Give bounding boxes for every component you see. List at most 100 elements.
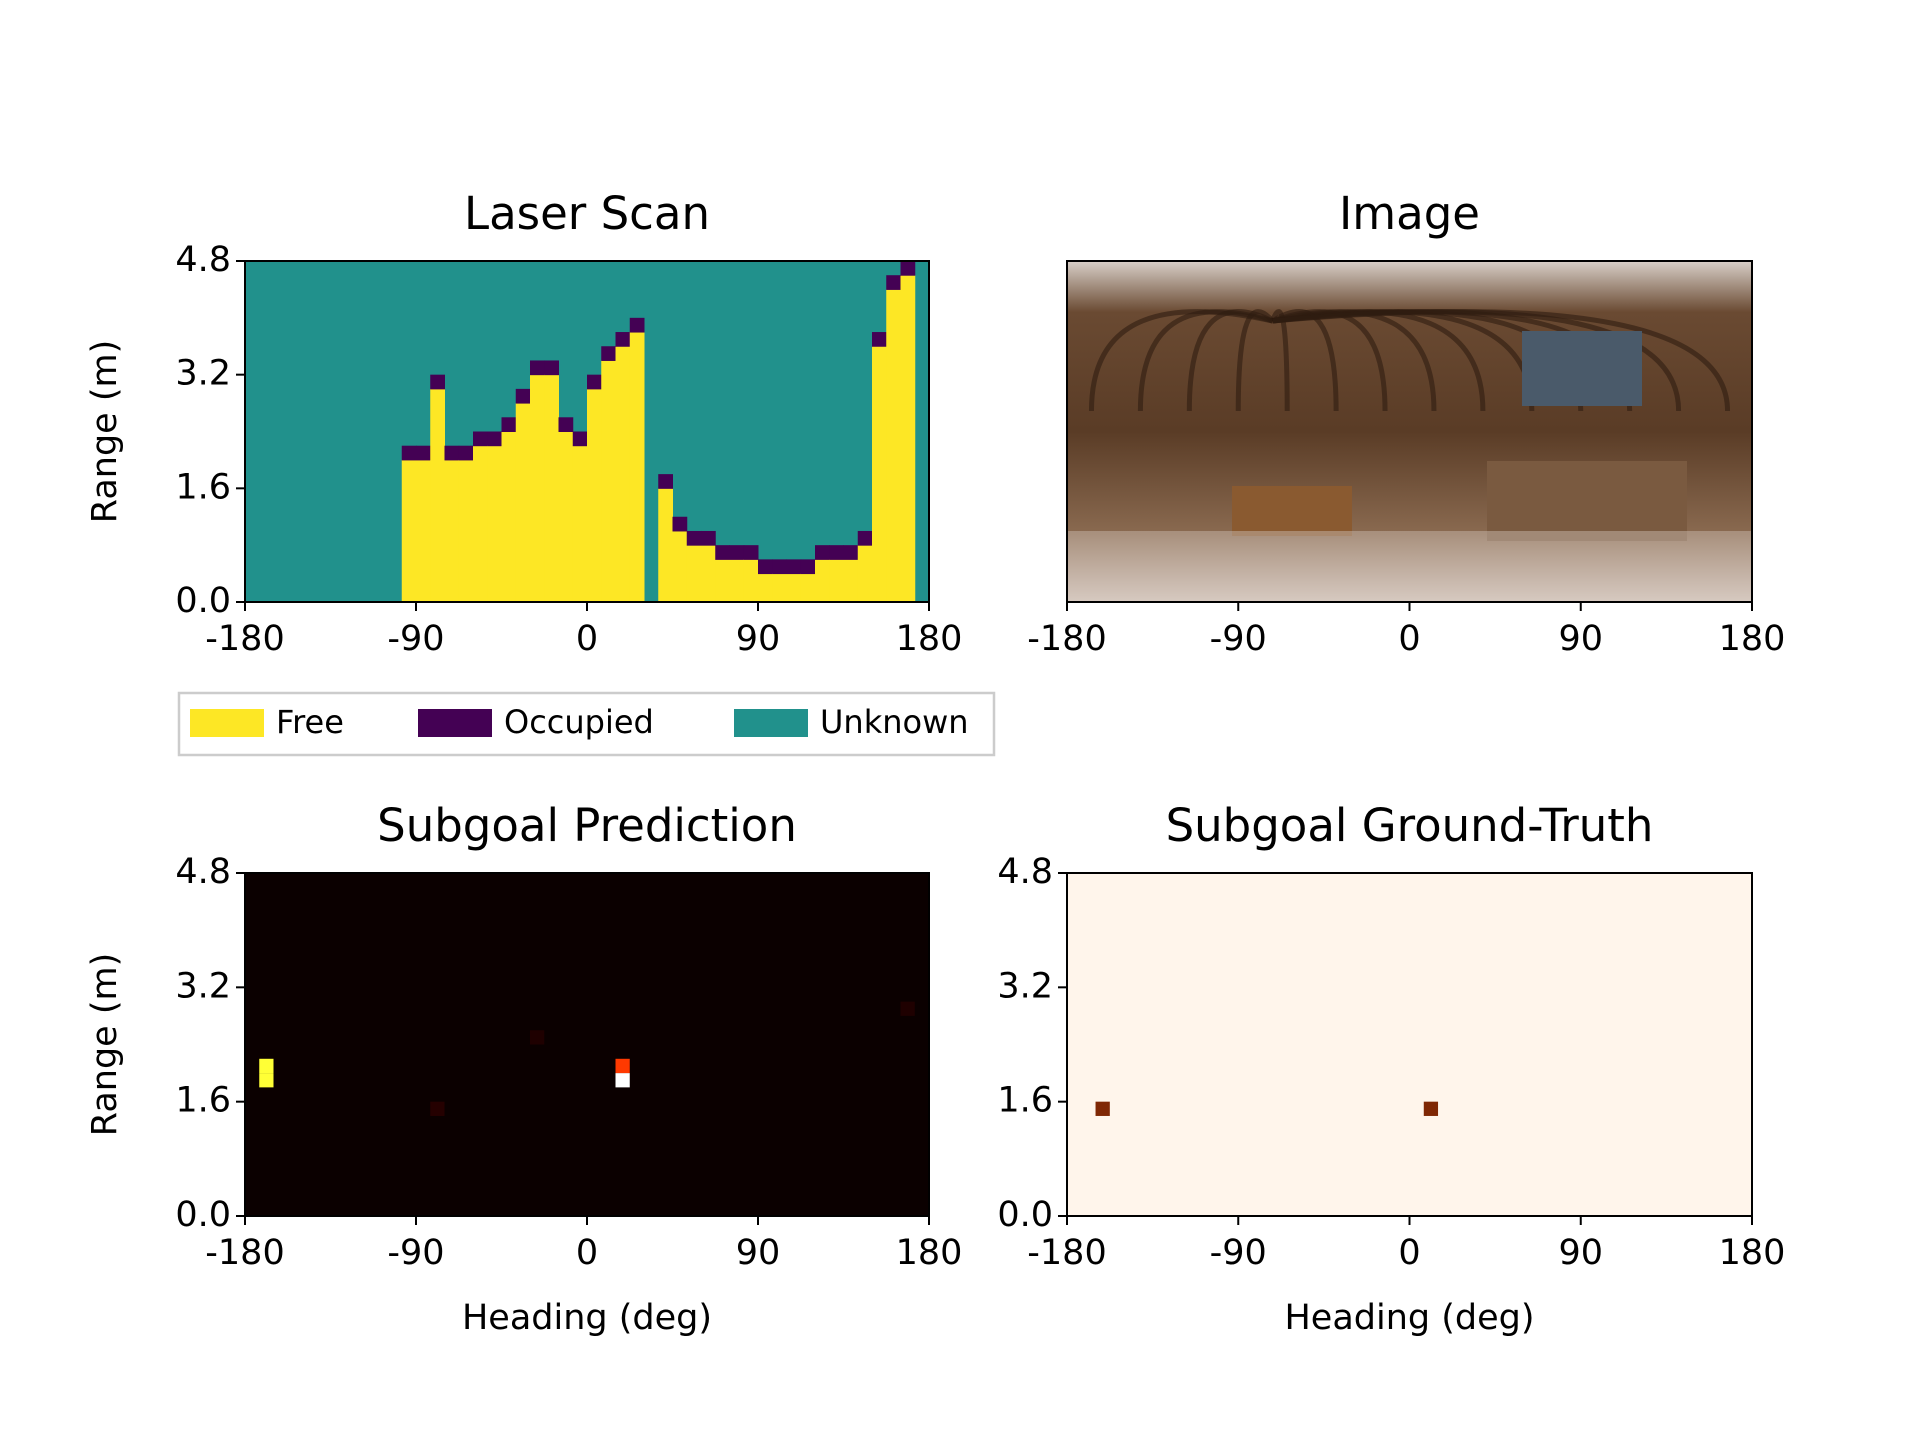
- occupied-cell: [843, 545, 859, 560]
- x-tick-label: 180: [896, 619, 963, 659]
- free-cells: [487, 445, 502, 602]
- occupied-cell: [416, 445, 431, 461]
- x-tick-label: -180: [1027, 619, 1106, 659]
- occupied-cell: [772, 559, 787, 575]
- x-tick-label: 180: [1719, 1233, 1786, 1273]
- free-cells: [843, 559, 859, 602]
- heatmap-cell: [615, 1073, 630, 1088]
- x-tick-label: -90: [387, 1233, 444, 1273]
- free-cells: [658, 488, 673, 602]
- x-tick-label: 0: [576, 619, 598, 659]
- x-tick-label: -180: [1027, 1233, 1106, 1273]
- x-tick-label: 180: [1719, 619, 1786, 659]
- y-tick-label: 4.8: [997, 852, 1053, 892]
- heatmap-cell: [1423, 1101, 1439, 1116]
- free-cells: [686, 545, 702, 602]
- free-cells: [458, 459, 474, 602]
- heatmap-cell: [615, 1058, 630, 1074]
- occupied-cell: [458, 445, 474, 461]
- occupied-cell: [829, 545, 844, 560]
- occupied-cell: [886, 275, 901, 290]
- free-cells: [530, 374, 545, 602]
- legend-label: Unknown: [820, 703, 969, 741]
- y-tick-label: 3.2: [175, 354, 231, 394]
- occupied-cell: [686, 530, 702, 546]
- occupied-cell: [401, 445, 417, 461]
- y-tick-label: 1.6: [175, 1081, 231, 1121]
- x-tick-label: -180: [205, 1233, 284, 1273]
- heatmap-background: [245, 873, 929, 1216]
- panorama-counter: [1487, 461, 1687, 541]
- free-cells: [886, 289, 901, 602]
- free-cells: [501, 431, 517, 602]
- panel-title: Subgoal Ground-Truth: [1166, 799, 1654, 852]
- occupied-cell: [729, 545, 745, 560]
- free-cells: [615, 346, 631, 602]
- free-cells: [572, 445, 588, 602]
- occupied-cell: [572, 431, 588, 447]
- heatmap-cell: [530, 1030, 545, 1045]
- x-tick-label: -90: [1210, 619, 1267, 659]
- free-cells: [444, 459, 460, 602]
- x-axis-label: Heading (deg): [1284, 1298, 1534, 1338]
- occupied-cell: [658, 474, 673, 489]
- panel: -180 -90 0 90 180 0.0 1.6 3.2 4.8 Laser Scan Range…: [85, 187, 962, 659]
- legend-swatch: [418, 709, 492, 737]
- occupied-cell: [544, 360, 559, 376]
- panel-title: Subgoal Prediction: [377, 799, 797, 852]
- panorama-beam: [1270, 309, 1290, 412]
- y-tick-label: 0.0: [175, 1195, 231, 1235]
- free-cells: [672, 530, 688, 602]
- x-tick-label: 90: [1558, 1233, 1603, 1273]
- occupied-cell: [430, 374, 445, 390]
- free-cells: [786, 573, 802, 602]
- y-tick-label: 0.0: [175, 581, 231, 621]
- panorama-beam: [1235, 309, 1275, 412]
- heatmap-cell: [259, 1058, 274, 1074]
- occupied-cell: [515, 388, 531, 404]
- x-tick-label: 90: [736, 619, 781, 659]
- legend-swatch: [190, 709, 264, 737]
- occupied-cell: [473, 431, 488, 447]
- occupied-cell: [800, 559, 816, 575]
- free-cells: [587, 388, 602, 602]
- occupied-cell: [601, 346, 616, 361]
- panel-title: Laser Scan: [464, 187, 710, 240]
- occupied-cell: [615, 332, 631, 347]
- y-tick-label: 3.2: [175, 966, 231, 1006]
- free-cells: [629, 332, 645, 602]
- heatmap-cell: [900, 1001, 915, 1016]
- occupied-cell: [587, 374, 602, 390]
- heatmap-cell: [259, 1073, 274, 1088]
- heatmap-cell: [430, 1101, 445, 1116]
- free-cells: [743, 559, 759, 602]
- x-tick-label: 0: [1398, 619, 1420, 659]
- y-axis-label: Range (m): [85, 953, 125, 1136]
- free-cells: [701, 545, 716, 602]
- free-cells: [872, 346, 887, 602]
- free-cells: [473, 445, 488, 602]
- panel: -180 -90 0 90 180 Image: [1027, 187, 1785, 659]
- free-cells: [558, 431, 574, 602]
- y-tick-label: 0.0: [997, 1195, 1053, 1235]
- panorama-tapestry: [1522, 331, 1642, 406]
- free-cells: [900, 275, 916, 602]
- occupied-cell: [501, 417, 517, 432]
- panorama-beam: [1272, 309, 1731, 412]
- heatmap-cell: [1095, 1101, 1110, 1116]
- x-tick-label: 0: [1398, 1233, 1420, 1273]
- occupied-cell: [715, 545, 730, 560]
- x-tick-label: -90: [1210, 1233, 1267, 1273]
- free-cells: [515, 403, 531, 602]
- legend-frame: [177, 691, 996, 757]
- x-tick-label: 180: [896, 1233, 963, 1273]
- free-cells: [729, 559, 745, 602]
- y-axis-label: Range (m): [85, 340, 125, 523]
- legend-swatch: [734, 709, 808, 737]
- occupied-cell: [629, 317, 645, 333]
- occupied-cell: [872, 332, 887, 347]
- occupied-cell: [530, 360, 545, 376]
- y-tick-label: 3.2: [997, 966, 1053, 1006]
- y-tick-label: 4.8: [175, 852, 231, 892]
- legend-label: Free: [276, 703, 344, 741]
